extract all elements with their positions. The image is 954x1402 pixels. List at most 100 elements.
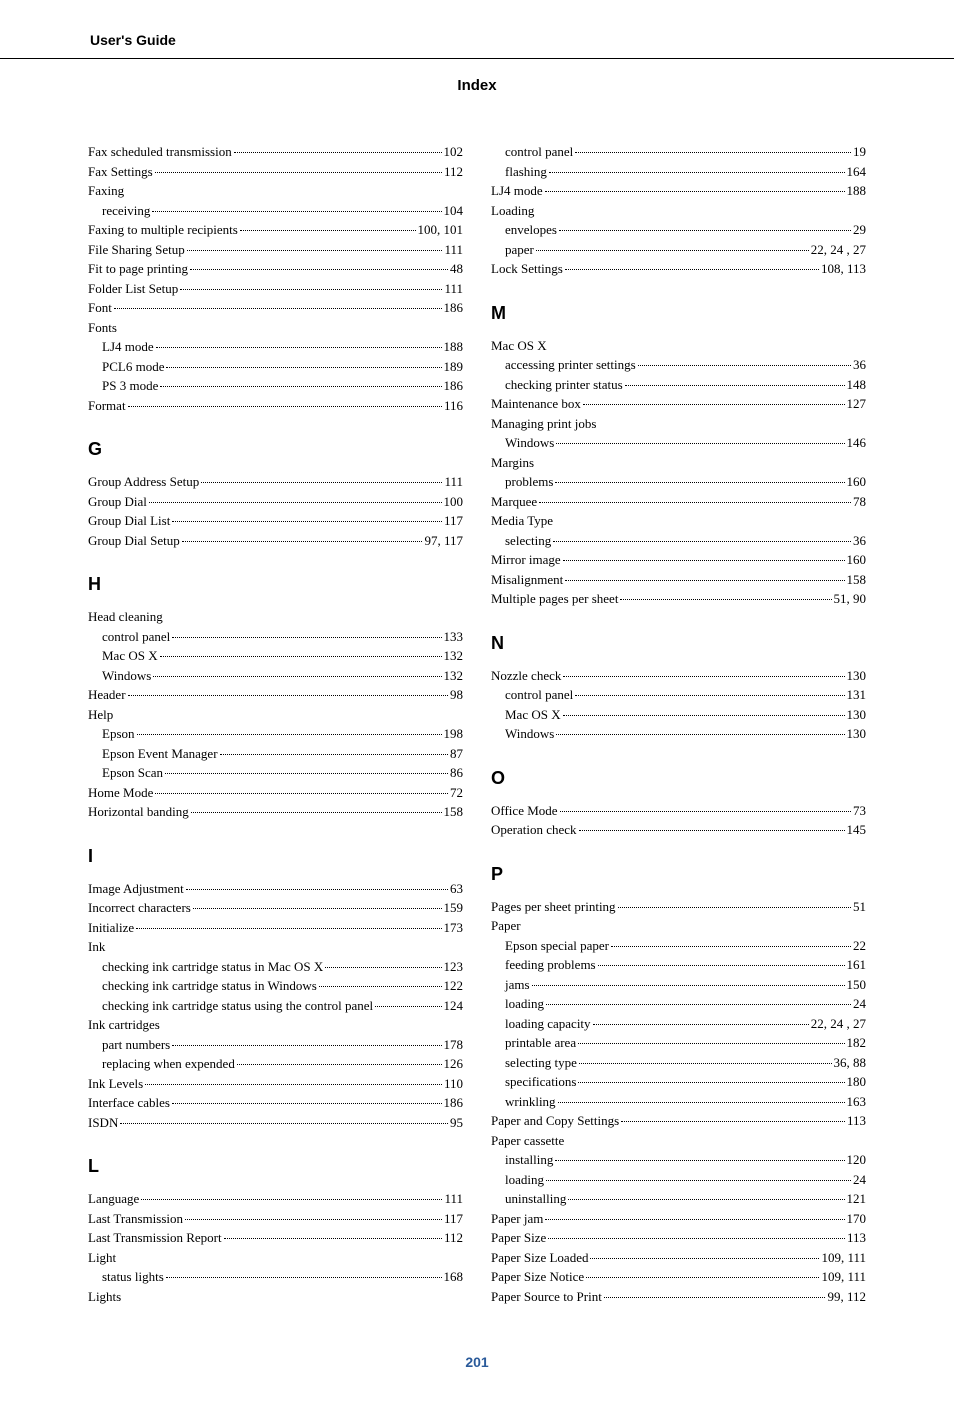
entry-label: accessing printer settings bbox=[505, 355, 636, 375]
index-entry: Paper Source to Print99, 112 bbox=[491, 1287, 866, 1307]
leader-dots bbox=[156, 347, 442, 348]
index-entry: loading24 bbox=[491, 1170, 866, 1190]
index-entry: Group Dial List117 bbox=[88, 511, 463, 531]
entry-label: jams bbox=[505, 975, 530, 995]
index-entry: installing120 bbox=[491, 1150, 866, 1170]
entry-label: part numbers bbox=[102, 1035, 170, 1055]
entry-page: 36 bbox=[853, 531, 866, 551]
leader-dots bbox=[546, 1180, 851, 1181]
index-columns: Fax scheduled transmission102Fax Setting… bbox=[0, 142, 954, 1306]
entry-page: 117 bbox=[444, 511, 463, 531]
entry-page: 36, 88 bbox=[834, 1053, 867, 1073]
index-entry: Group Dial Setup97, 117 bbox=[88, 531, 463, 551]
index-entry: checking printer status148 bbox=[491, 375, 866, 395]
entry-label: Fit to page printing bbox=[88, 259, 188, 279]
entry-page: 126 bbox=[444, 1054, 464, 1074]
leader-dots bbox=[137, 734, 442, 735]
index-entry: Loading bbox=[491, 201, 866, 221]
entry-label: Margins bbox=[491, 453, 534, 473]
leader-dots bbox=[536, 250, 809, 251]
entry-label: control panel bbox=[505, 685, 573, 705]
index-entry: envelopes29 bbox=[491, 220, 866, 240]
entry-page: 182 bbox=[847, 1033, 867, 1053]
entry-label: wrinkling bbox=[505, 1092, 556, 1112]
entry-label: Horizontal banding bbox=[88, 802, 189, 822]
leader-dots bbox=[128, 406, 442, 407]
entry-label: Mac OS X bbox=[491, 336, 547, 356]
entry-label: PS 3 mode bbox=[102, 376, 158, 396]
entry-page: 198 bbox=[444, 724, 464, 744]
index-entry: Home Mode72 bbox=[88, 783, 463, 803]
index-entry: Lights bbox=[88, 1287, 463, 1307]
leader-dots bbox=[141, 1199, 442, 1200]
entry-label: LJ4 mode bbox=[491, 181, 543, 201]
leader-dots bbox=[590, 1258, 819, 1259]
index-entry: control panel133 bbox=[88, 627, 463, 647]
index-entry: Paper cassette bbox=[491, 1131, 866, 1151]
leader-dots bbox=[611, 946, 851, 947]
leader-dots bbox=[149, 502, 442, 503]
entry-page: 188 bbox=[847, 181, 867, 201]
entry-label: installing bbox=[505, 1150, 553, 1170]
index-entry: Epson special paper22 bbox=[491, 936, 866, 956]
leader-dots bbox=[187, 250, 443, 251]
section-letter: M bbox=[491, 303, 866, 324]
leader-dots bbox=[545, 191, 845, 192]
entry-page: 73 bbox=[853, 801, 866, 821]
section-letter: G bbox=[88, 439, 463, 460]
entry-label: Maintenance box bbox=[491, 394, 581, 414]
entry-page: 112 bbox=[444, 1228, 463, 1248]
entry-label: Light bbox=[88, 1248, 116, 1268]
entry-page: 164 bbox=[847, 162, 867, 182]
entry-label: Head cleaning bbox=[88, 607, 163, 627]
entry-page: 22 bbox=[853, 936, 866, 956]
entry-label: problems bbox=[505, 472, 553, 492]
index-entry: Initialize173 bbox=[88, 918, 463, 938]
leader-dots bbox=[604, 1297, 826, 1298]
leader-dots bbox=[575, 152, 851, 153]
leader-dots bbox=[559, 230, 851, 231]
index-entry: selecting 36 bbox=[491, 531, 866, 551]
index-entry: specifications180 bbox=[491, 1072, 866, 1092]
index-entry: Help bbox=[88, 705, 463, 725]
leader-dots bbox=[160, 386, 441, 387]
entry-page: 111 bbox=[444, 279, 463, 299]
index-entry: Paper bbox=[491, 916, 866, 936]
entry-page: 186 bbox=[444, 376, 464, 396]
entry-label: Image Adjustment bbox=[88, 879, 184, 899]
section-letter: P bbox=[491, 864, 866, 885]
leader-dots bbox=[182, 541, 423, 542]
entry-label: Managing print jobs bbox=[491, 414, 596, 434]
leader-dots bbox=[172, 521, 442, 522]
leader-dots bbox=[128, 695, 448, 696]
entry-page: 112 bbox=[444, 162, 463, 182]
entry-label: control panel bbox=[505, 142, 573, 162]
index-entry: Fax scheduled transmission102 bbox=[88, 142, 463, 162]
entry-label: receiving bbox=[102, 201, 150, 221]
entry-label: Group Dial Setup bbox=[88, 531, 180, 551]
entry-page: 163 bbox=[847, 1092, 867, 1112]
entry-label: status lights bbox=[102, 1267, 164, 1287]
entry-label: feeding problems bbox=[505, 955, 596, 975]
entry-label: Paper Size Notice bbox=[491, 1267, 584, 1287]
index-entry: PCL6 mode189 bbox=[88, 357, 463, 377]
index-entry: Maintenance box127 bbox=[491, 394, 866, 414]
index-entry: Multiple pages per sheet51, 90 bbox=[491, 589, 866, 609]
leader-dots bbox=[539, 502, 851, 503]
entry-page: 72 bbox=[450, 783, 463, 803]
leader-dots bbox=[563, 676, 844, 677]
leader-dots bbox=[545, 1219, 844, 1220]
entry-label: paper bbox=[505, 240, 534, 260]
entry-page: 98 bbox=[450, 685, 463, 705]
entry-page: 104 bbox=[444, 201, 464, 221]
entry-label: Faxing to multiple recipients bbox=[88, 220, 238, 240]
leader-dots bbox=[172, 637, 441, 638]
leader-dots bbox=[166, 367, 441, 368]
index-entry: Last Transmission117 bbox=[88, 1209, 463, 1229]
entry-page: 100 bbox=[444, 492, 464, 512]
entry-label: selecting bbox=[505, 531, 551, 551]
entry-page: 63 bbox=[450, 879, 463, 899]
index-entry: status lights168 bbox=[88, 1267, 463, 1287]
entry-page: 130 bbox=[847, 705, 867, 725]
entry-page: 48 bbox=[450, 259, 463, 279]
